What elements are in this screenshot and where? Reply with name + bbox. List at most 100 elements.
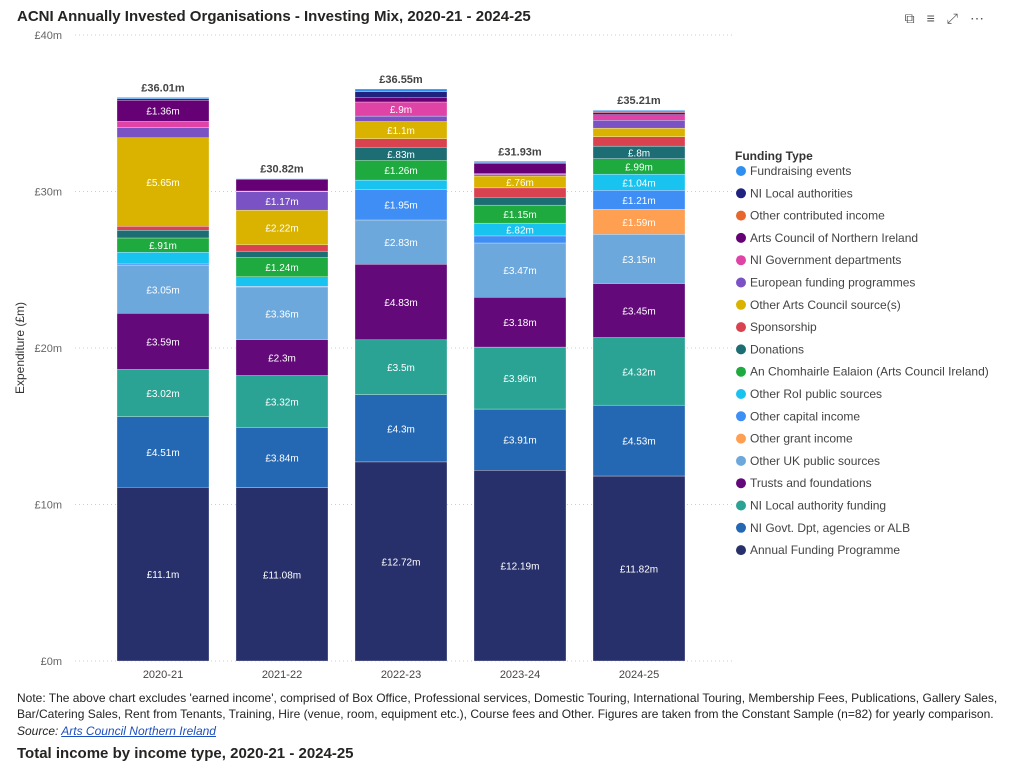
bar-segment <box>354 91 448 98</box>
legend-item: An Chomhairle Ealaion (Arts Council Irel… <box>750 365 989 379</box>
bar-segment <box>354 97 448 103</box>
copy-icon[interactable]: ⧉ <box>904 10 915 26</box>
data-label: £1.17m <box>265 197 298 208</box>
bar-segment <box>592 112 686 115</box>
legend-marker <box>736 188 746 199</box>
bar-segment <box>592 114 686 121</box>
bar-segment <box>235 209 329 246</box>
legend-marker <box>736 366 746 377</box>
data-label: £3.47m <box>503 266 536 277</box>
bar-segment <box>235 244 329 252</box>
bar-segment <box>473 174 567 177</box>
x-tick-label: 2020-21 <box>143 669 183 681</box>
total-label: £35.21m <box>617 95 661 107</box>
data-label: £12.19m <box>501 562 540 573</box>
legend-marker <box>736 322 746 333</box>
legend-item: Other capital income <box>750 409 860 423</box>
bar-segment <box>116 127 210 138</box>
source-label: Source: <box>17 724 62 738</box>
data-label: £2.3m <box>268 354 296 365</box>
data-label: £3.91m <box>503 436 536 447</box>
bar-segment <box>116 265 210 314</box>
data-label: £11.1m <box>147 570 180 581</box>
legend-marker <box>736 455 746 466</box>
bar-segment <box>354 461 448 662</box>
legend-marker <box>736 478 746 489</box>
bar-segment <box>592 136 686 147</box>
legend-item: European funding programmes <box>750 276 915 290</box>
data-label: £1.59m <box>622 218 655 229</box>
bar-segment <box>235 276 329 287</box>
data-label: £3.32m <box>265 398 298 409</box>
bar-segment <box>235 179 329 192</box>
bar-segment <box>116 230 210 239</box>
x-tick-label: 2023-24 <box>500 669 540 681</box>
y-tick-label: £20m <box>34 343 62 355</box>
bar-segment <box>354 394 448 463</box>
data-label: £3.5m <box>387 363 415 374</box>
legend-marker <box>736 255 746 266</box>
data-label: £.91m <box>149 241 177 252</box>
legend-marker <box>736 210 746 221</box>
data-label: £11.82m <box>620 565 658 576</box>
bar-segment <box>473 408 567 471</box>
legend-item: Trusts and foundations <box>750 476 872 490</box>
more-icon[interactable]: ⋯ <box>970 10 984 26</box>
visual-header-icons: ⧉ ≡ ⤢ ⋯ <box>905 10 984 27</box>
legend-item: Other UK public sources <box>750 454 880 468</box>
legend-item: Arts Council of Northern Ireland <box>750 231 918 245</box>
bar-segment <box>592 475 686 662</box>
legend-item: NI Government departments <box>750 253 901 267</box>
source-line: Source: Arts Council Northern Ireland <box>17 724 216 738</box>
legend-item: Fundraising events <box>750 164 851 178</box>
bar-segment <box>592 127 686 137</box>
bar-segment <box>354 88 448 92</box>
data-label: £.76m <box>506 178 534 189</box>
legend-marker <box>736 389 746 399</box>
bar-segment <box>235 375 329 428</box>
legend-item: Sponsorship <box>750 320 817 334</box>
bar-segment <box>354 115 448 122</box>
y-tick-label: £30m <box>34 187 62 199</box>
data-label: £4.53m <box>622 437 655 448</box>
data-label: £3.84m <box>265 454 298 465</box>
expand-icon[interactable]: ⤢ <box>946 10 958 26</box>
bar-segment <box>592 234 686 284</box>
bar-segment <box>592 209 686 235</box>
total-label: £30.82m <box>260 164 304 176</box>
bar-segment <box>116 313 210 370</box>
bar-segment <box>592 120 686 129</box>
data-label: £3.15m <box>622 255 655 266</box>
bar-segment <box>473 187 567 198</box>
bar-segment <box>116 137 210 227</box>
bar-segment <box>354 138 448 148</box>
legend-marker <box>736 232 746 243</box>
legend-marker <box>736 500 746 511</box>
data-label: £11.08m <box>263 570 301 581</box>
data-label: £2.22m <box>265 223 298 234</box>
bar-segment <box>473 242 567 298</box>
data-label: £3.96m <box>503 374 536 385</box>
data-label: £1.1m <box>387 126 415 137</box>
source-link[interactable]: Arts Council Northern Ireland <box>61 724 216 738</box>
legend-marker <box>736 166 746 176</box>
bar-segment <box>116 263 210 266</box>
bar-segment <box>354 189 448 221</box>
bar-segment <box>473 470 567 662</box>
legend-item: NI Local authority funding <box>750 499 886 513</box>
legend-item: NI Local authorities <box>750 186 853 200</box>
legend-marker <box>736 433 746 444</box>
bar-segment <box>235 178 329 180</box>
data-label: £.9m <box>390 105 412 116</box>
bar-segment <box>116 98 210 101</box>
y-tick-label: £0m <box>41 656 62 668</box>
legend-marker <box>736 411 746 422</box>
data-label: £4.51m <box>146 448 179 459</box>
legend-item: Other contributed income <box>750 209 885 223</box>
legend-marker <box>736 277 746 288</box>
data-label: £3.59m <box>146 337 179 348</box>
data-label: £.82m <box>506 226 534 237</box>
filter-icon[interactable]: ≡ <box>926 10 935 26</box>
bar-segment <box>116 97 210 99</box>
x-tick-label: 2021-22 <box>262 669 302 681</box>
